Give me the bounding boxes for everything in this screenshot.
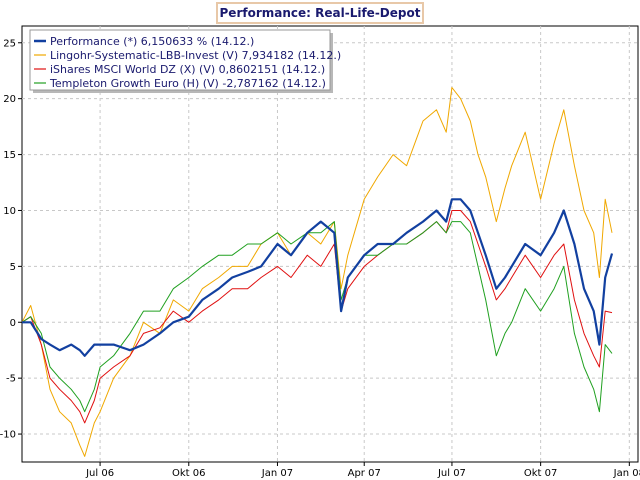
grid-lines xyxy=(22,26,638,462)
chart-title: Performance: Real-Life-Depot xyxy=(216,2,424,24)
x-tick-label: Apr 07 xyxy=(348,468,381,479)
y-tick-label: -5 xyxy=(6,374,16,385)
legend: Performance (*) 6,150633 % (14.12.)Lingo… xyxy=(29,29,341,93)
y-tick-label: -10 xyxy=(0,430,16,441)
y-tick-label: 10 xyxy=(3,206,16,217)
y-tick-label: 5 xyxy=(10,262,16,273)
series-line-performance xyxy=(22,198,614,357)
x-tick-label: Jan 08 xyxy=(613,468,640,479)
x-tick-label: Jul 07 xyxy=(437,468,466,479)
y-tick-label: 15 xyxy=(3,150,16,161)
y-tick-label: 20 xyxy=(3,94,16,105)
legend-label: Lingohr-Systematic-LBB-Invest (V) 7,9341… xyxy=(50,49,341,62)
legend-label: iShares MSCI World DZ (X) (V) 0,8602151 … xyxy=(50,63,325,76)
legend-box xyxy=(29,29,331,91)
x-tick-label: Okt 07 xyxy=(524,468,558,479)
series-line-lingohr-systematic-lbb-invest xyxy=(21,87,613,457)
legend-label: Templeton Growth Euro (H) (V) -2,787162 … xyxy=(49,77,326,90)
x-tick-label: Jan 07 xyxy=(261,468,293,479)
legend-label: Performance (*) 6,150633 % (14.12.) xyxy=(50,35,254,48)
x-tick-label: Okt 06 xyxy=(172,468,206,479)
axes: -10 -5 0 5 10 15 20 25 Jul 06 Okt 06 Jan 07 Apr 07 J… xyxy=(0,38,640,479)
y-tick-label: 0 xyxy=(10,318,16,329)
x-tick-label: Jul 06 xyxy=(85,468,114,479)
series-lines xyxy=(21,87,614,457)
y-tick-label: 25 xyxy=(3,38,16,49)
